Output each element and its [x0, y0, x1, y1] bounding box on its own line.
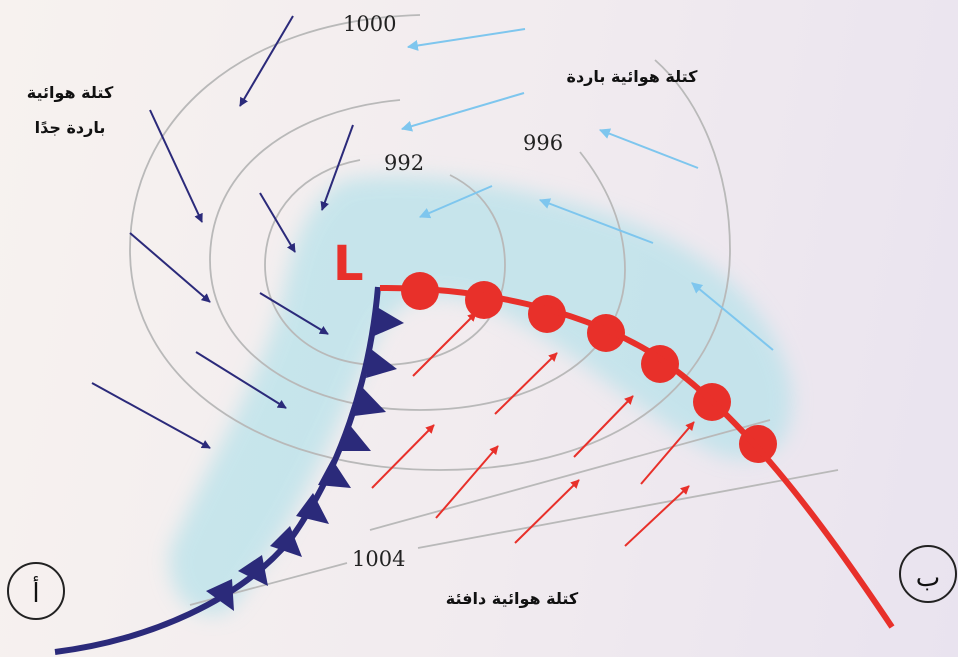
isobar-1004-right [417, 469, 839, 549]
cold-air-arrows [400, 28, 774, 351]
red-arrow [640, 421, 695, 485]
isobar-label-1004: 1004 [352, 547, 405, 571]
navy-arrow [239, 15, 294, 107]
blue-arrow [538, 198, 654, 244]
very-cold-air-label-line2: باردة جدًا [35, 118, 106, 137]
blue-arrow [418, 185, 493, 219]
blue-arrow [691, 282, 774, 351]
cloud-band [169, 176, 792, 615]
navy-arrow [195, 351, 287, 409]
red-arrow [412, 312, 477, 377]
red-arrow [624, 485, 690, 547]
navy-arrow [320, 124, 354, 211]
isobar-label-996: 996 [523, 131, 563, 155]
red-arrow [371, 424, 435, 489]
corner-label-a-group: أ [7, 562, 65, 620]
isobar-1004-upper [369, 419, 771, 531]
cold-front-triangles [206, 307, 404, 611]
corner-label-b-group: ب [899, 545, 957, 603]
navy-arrow [129, 232, 211, 303]
isobar-label-1000: 1000 [343, 12, 396, 36]
cold-air-label: كتلة هوائية باردة [567, 67, 699, 86]
red-arrow [514, 479, 580, 544]
low-pressure-label: L [333, 236, 364, 292]
navy-arrow [259, 192, 296, 253]
red-arrow [494, 352, 558, 415]
corner-label-a-circle [7, 562, 65, 620]
cold-front [54, 286, 404, 655]
blue-arrow [598, 128, 699, 169]
very-cold-air-label-line1: كتلة هوائية [27, 83, 114, 102]
isobar-1000 [129, 14, 731, 471]
blue-arrow [406, 28, 526, 51]
warm-air-label: كتلة هوائية دافئة [446, 589, 579, 608]
warm-front-line [379, 284, 895, 629]
very-cold-air-arrows [91, 15, 354, 449]
warm-front [379, 272, 895, 629]
corner-label-a: أ [32, 575, 39, 609]
navy-arrow [149, 109, 203, 223]
navy-arrow [259, 292, 329, 335]
blue-arrow [400, 92, 525, 132]
navy-arrow [91, 382, 211, 449]
red-arrow [435, 445, 499, 519]
corner-label-b-circle [899, 545, 957, 603]
isobar-label-992: 992 [384, 151, 424, 175]
warm-air-arrows [371, 312, 695, 547]
corner-label-b: ب [916, 563, 940, 593]
red-arrow [573, 395, 634, 458]
